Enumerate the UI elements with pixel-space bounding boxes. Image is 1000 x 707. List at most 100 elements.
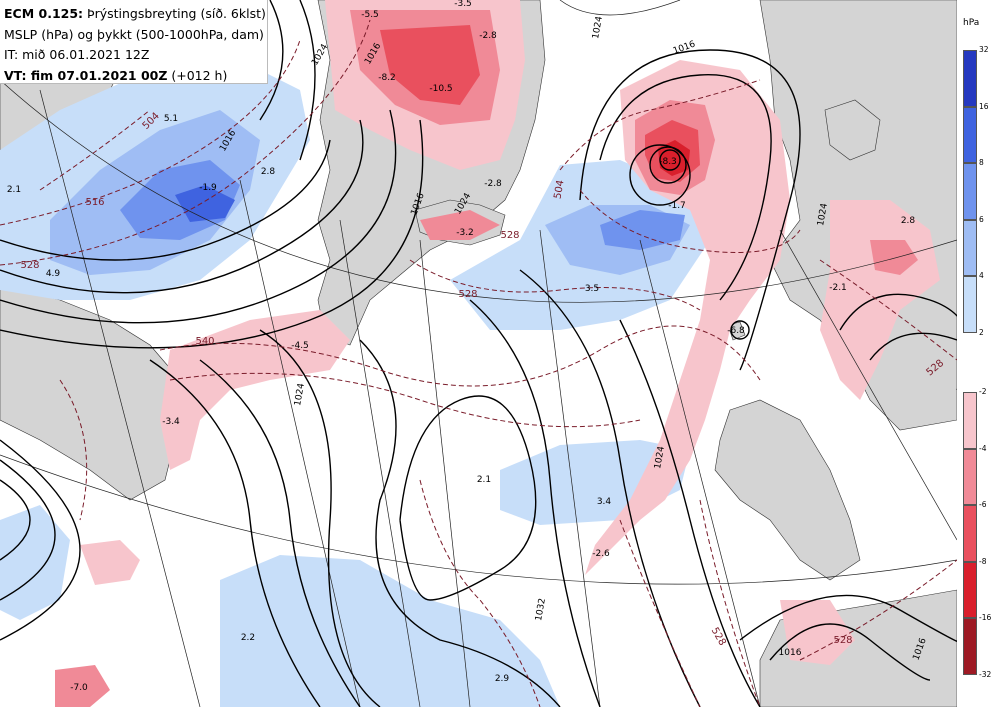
model-name: ECM 0.125: bbox=[4, 6, 84, 21]
forecast-step: (+012 h) bbox=[167, 67, 228, 83]
tendency-value: -2.1 bbox=[829, 283, 847, 293]
fall-north-sea bbox=[780, 600, 855, 665]
tendency-value: 2.9 bbox=[495, 674, 510, 684]
thickness-label: 516 bbox=[85, 197, 104, 208]
colorbar-segment bbox=[963, 392, 977, 449]
colorbar-tick-label: 16 bbox=[979, 101, 989, 111]
colorbar-segment bbox=[963, 50, 977, 107]
thickness-label: 504 bbox=[552, 179, 566, 200]
colorbar-segment bbox=[963, 163, 977, 220]
colorbar-legend: hPa 32 16 8 6 4 2 -2 -4 -6 -8 -16 -32 bbox=[957, 0, 1000, 707]
tendency-value: -6.8 bbox=[727, 326, 745, 336]
thickness-lines bbox=[0, 19, 957, 707]
tendency-value: 2.2 bbox=[241, 633, 255, 643]
fall-low-peak bbox=[658, 140, 690, 176]
tendency-value: 2.8 bbox=[261, 167, 276, 177]
tendency-value: 2.1 bbox=[477, 475, 491, 485]
rise-south bbox=[220, 555, 560, 707]
isobars bbox=[0, 0, 957, 707]
isobar-label: 1024 bbox=[293, 382, 307, 407]
fall-greenland-core bbox=[380, 25, 480, 105]
isobar-label: 1032 bbox=[534, 598, 548, 622]
tendency-value: -2.8 bbox=[484, 179, 502, 189]
map-title-box: ECM 0.125: Þrýstingsbreyting (síð. 6klst… bbox=[0, 0, 268, 84]
tendency-value: 2.8 bbox=[901, 216, 916, 226]
fall-iceland bbox=[420, 210, 500, 240]
isobar-label: 1024 bbox=[591, 15, 605, 40]
fall-low-outer bbox=[585, 60, 790, 575]
colorbar-segment bbox=[963, 505, 977, 562]
tendency-value: -3.5 bbox=[454, 0, 472, 9]
colorbar-tick-label: -8 bbox=[979, 556, 987, 566]
valid-time: VT: fim 07.01.2021 00Z bbox=[4, 67, 168, 83]
rise-east-core bbox=[600, 210, 685, 250]
colorbar-tick-label: -4 bbox=[979, 443, 987, 453]
isobar-label: 1024 bbox=[816, 202, 830, 227]
graticule bbox=[0, 0, 957, 707]
colorbar-tick-label: -16 bbox=[979, 613, 992, 623]
tendency-value: -3.2 bbox=[456, 228, 474, 238]
colorbar-tick-label: -32 bbox=[979, 670, 992, 679]
map-canvas: 1024 1016 1016 1024 1016 1024 1024 1024 … bbox=[0, 0, 957, 707]
pressure-fall-shading bbox=[55, 0, 940, 707]
colorbar-segment bbox=[963, 219, 977, 277]
fall-labrador bbox=[160, 310, 350, 470]
tendency-value: -8.2 bbox=[378, 73, 396, 83]
thickness-labels: 504 516 528 540 504 528 528 528 528 528 bbox=[20, 111, 946, 648]
title-line-3: IT: mið 06.01.2021 12Z bbox=[4, 47, 150, 62]
tendency-value: -5.5 bbox=[361, 10, 379, 20]
isobar-label: 1016 bbox=[672, 39, 697, 56]
tendency-value: -3.4 bbox=[162, 417, 180, 427]
colorbar-tick-label: -2 bbox=[979, 387, 987, 396]
tendency-value: -10.5 bbox=[429, 84, 452, 94]
isobar-label: 1024 bbox=[653, 445, 667, 470]
isobar-label: 1016 bbox=[779, 648, 802, 658]
colorbar-segment bbox=[963, 276, 977, 333]
thickness-label: 528 bbox=[20, 260, 39, 271]
svalbard-land bbox=[824, 99, 881, 161]
rise-southwest bbox=[0, 505, 70, 620]
thickness-label: 528 bbox=[709, 626, 728, 648]
thickness-label: 528 bbox=[500, 230, 519, 241]
british-isles-land bbox=[714, 399, 861, 581]
tendency-value: 3.5 bbox=[585, 284, 599, 294]
colorbar-tick-label: 32 bbox=[979, 45, 989, 54]
tendency-value: -1.9 bbox=[199, 183, 217, 193]
fall-southern-norway bbox=[870, 240, 918, 275]
tendency-labels: -5.5 -3.5 -2.8 -8.2 -10.5 5.1 2.1 4.9 -1… bbox=[7, 0, 916, 693]
colorbar-segment bbox=[963, 618, 977, 675]
title-line-1: ECM 0.125: Þrýstingsbreyting (síð. 6klst… bbox=[4, 4, 267, 25]
tendency-value: 4.9 bbox=[46, 269, 61, 279]
colorbar-tick-label: -6 bbox=[979, 500, 987, 510]
colorbar-tick-label: 6 bbox=[979, 214, 984, 224]
thickness-label: 528 bbox=[458, 289, 477, 300]
fall-southwest-a bbox=[80, 540, 140, 585]
colorbar-tick-label: 8 bbox=[979, 158, 984, 168]
tendency-value: -2.6 bbox=[592, 549, 610, 559]
canada-land bbox=[0, 284, 181, 501]
colorbar-negative bbox=[963, 392, 977, 675]
tendency-value: -4.5 bbox=[291, 341, 309, 351]
colorbar-tick-label: 2 bbox=[979, 328, 984, 337]
tendency-value: -8.3 bbox=[659, 157, 677, 167]
tendency-value: 3.4 bbox=[597, 497, 612, 507]
colorbar-unit: hPa bbox=[963, 18, 980, 28]
thickness-label: 528 bbox=[833, 635, 852, 646]
colorbar-segment bbox=[963, 561, 977, 619]
colorbar-positive bbox=[963, 50, 977, 333]
tendency-value: 2.1 bbox=[7, 185, 21, 195]
title-line-4: VT: fim 07.01.2021 00Z (+012 h) bbox=[4, 66, 267, 87]
tendency-value: -1.7 bbox=[668, 201, 686, 211]
fall-southwest-b bbox=[55, 665, 110, 707]
rise-west-peak bbox=[175, 185, 235, 222]
tendency-value: -2.8 bbox=[479, 31, 497, 41]
tendency-value: -7.0 bbox=[70, 683, 88, 693]
parameter-name: Þrýstingsbreyting (síð. 6klst) bbox=[83, 6, 266, 21]
colorbar-segment bbox=[963, 448, 977, 506]
thickness-label: 540 bbox=[195, 336, 214, 347]
title-line-2: MSLP (hPa) og þykkt (500-1000hPa, dam) bbox=[4, 26, 264, 42]
colorbar-tick-label: 4 bbox=[979, 271, 984, 281]
tendency-value: 5.1 bbox=[164, 114, 178, 124]
colorbar-segment bbox=[963, 106, 977, 164]
weather-map: 1024 1016 1016 1024 1016 1024 1024 1024 … bbox=[0, 0, 957, 707]
